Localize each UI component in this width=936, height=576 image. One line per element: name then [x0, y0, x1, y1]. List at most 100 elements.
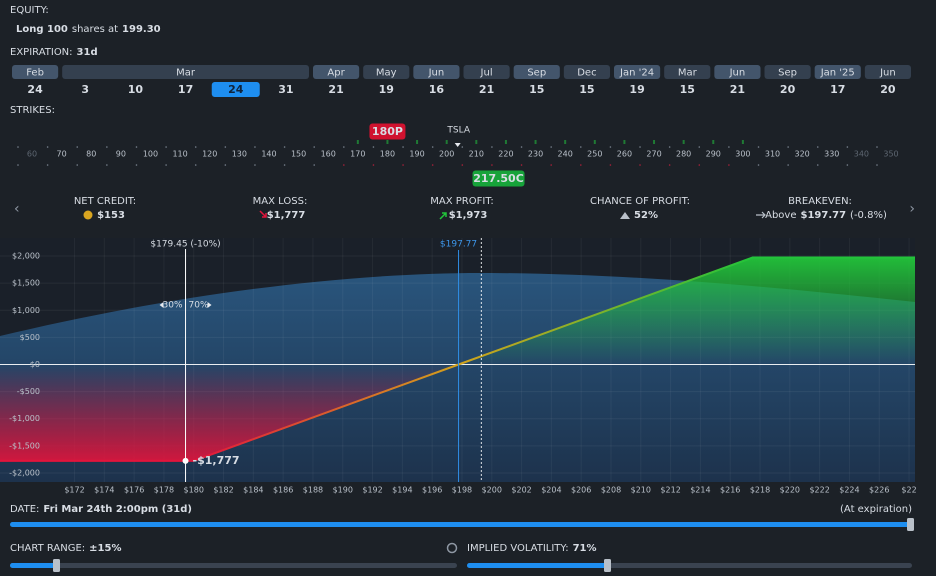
month-tab[interactable] — [12, 65, 59, 79]
chart-range-fill[interactable] — [10, 563, 56, 568]
month-tab[interactable] — [363, 65, 410, 79]
leg-label: 180P — [372, 125, 403, 138]
month-tab[interactable] — [463, 65, 510, 79]
month-label: Apr — [327, 68, 345, 79]
strike-dot — [224, 146, 227, 148]
next-arrow[interactable]: › — [909, 201, 915, 217]
expiration-date: 16 — [429, 83, 445, 96]
month-tab[interactable] — [764, 65, 811, 79]
month-tab[interactable] — [664, 65, 711, 79]
month-tab[interactable] — [864, 65, 911, 79]
y-tick-label: -$1,500 — [9, 441, 40, 450]
strike-dot — [876, 146, 878, 148]
chart-range-track[interactable] — [10, 563, 457, 568]
expiration-date: 15 — [680, 83, 695, 96]
month-label: Mar — [678, 68, 698, 79]
metric-label: NET CREDIT: — [74, 196, 136, 207]
date-track[interactable] — [10, 522, 912, 527]
iv-knob[interactable] — [604, 559, 611, 572]
expiration-date: 17 — [830, 83, 845, 96]
month-tab[interactable] — [714, 65, 761, 79]
x-tick-label: $220 — [780, 486, 800, 495]
strike-label: 110 — [172, 150, 187, 159]
month-label: Jan '24 — [619, 68, 654, 79]
metric-label: MAX PROFIT: — [430, 196, 493, 207]
expiration-date: 19 — [379, 83, 394, 96]
x-tick-label: $224 — [839, 486, 859, 495]
strike-dot — [609, 164, 612, 166]
strike-dot — [550, 164, 552, 166]
x-tick-label: $196 — [422, 486, 442, 495]
strike-dot — [639, 146, 641, 148]
expiration-date: 3 — [81, 83, 89, 96]
x-tick-label: $198 — [452, 486, 472, 495]
month-label: Feb — [26, 68, 44, 79]
leg-badge[interactable] — [369, 123, 406, 140]
strike-dot — [402, 164, 404, 166]
strike-label: 320 — [794, 150, 809, 159]
strike-dot — [17, 164, 19, 166]
icon-breakeven — [756, 211, 766, 219]
x-tick-label: $208 — [601, 486, 621, 495]
strike-dot — [283, 146, 286, 148]
strike-dot — [17, 146, 19, 148]
metric-label: MAX LOSS: — [253, 196, 308, 207]
x-tick-label: $172 — [64, 486, 84, 495]
volume-bar — [356, 140, 359, 144]
strike-dot — [431, 146, 434, 148]
strike-dot — [668, 164, 671, 166]
strike-label: 300 — [735, 150, 750, 159]
payoff-point — [182, 457, 189, 464]
underlying-name: TSLA — [446, 126, 470, 136]
equity-price: 199.30 — [122, 24, 161, 35]
month-tab[interactable] — [413, 65, 460, 79]
strike-dot — [520, 146, 523, 148]
month-tab[interactable] — [313, 65, 360, 79]
strike-label: 280 — [676, 150, 691, 159]
month-tab[interactable] — [62, 65, 309, 79]
month-tab[interactable] — [614, 65, 661, 79]
month-tab[interactable] — [814, 65, 861, 79]
volume-bar — [623, 140, 626, 144]
iv-label: IMPLIED VOLATILITY: 71% — [467, 543, 597, 554]
strike-dot — [757, 164, 760, 166]
strike-label: 90 — [116, 150, 126, 159]
strike-dot — [491, 146, 493, 148]
iv-value: 71% — [573, 543, 597, 554]
selected-date[interactable] — [211, 82, 260, 97]
strike-dot — [313, 146, 316, 148]
volume-bar — [504, 140, 507, 144]
expiration-title: EXPIRATION: — [10, 47, 73, 58]
icon-loss — [259, 210, 267, 218]
month-label: Jun — [428, 68, 445, 79]
strike-label: 180 — [380, 150, 395, 159]
leg-badge[interactable] — [472, 170, 525, 187]
prev-arrow[interactable]: ‹ — [14, 201, 20, 217]
volume-bar — [416, 140, 419, 144]
date-title: DATE: — [10, 504, 39, 515]
strike-dot — [402, 146, 404, 148]
strike-dot — [461, 146, 464, 148]
plot — [0, 238, 915, 482]
x-tick-label: $190 — [333, 486, 353, 495]
iv-fill[interactable] — [467, 563, 608, 568]
payoff-point-label: -$1,777 — [193, 454, 240, 467]
chart-range-knob[interactable] — [53, 559, 60, 572]
month-tab[interactable] — [563, 65, 610, 79]
strike-dot — [194, 164, 197, 166]
x-tick-label: $204 — [541, 486, 561, 495]
leg-label: 217.50C — [473, 172, 524, 185]
x-tick-label: $188 — [303, 486, 323, 495]
month-tab[interactable] — [513, 65, 560, 79]
strike-dot — [46, 146, 49, 148]
date-knob[interactable] — [907, 518, 914, 531]
strike-dot — [728, 146, 730, 148]
strike-dot — [106, 146, 108, 148]
expiration-date: 24 — [228, 83, 244, 96]
chart-range-title: CHART RANGE: — [10, 543, 85, 554]
expiration-date: 17 — [178, 83, 193, 96]
strike-dot — [698, 146, 701, 148]
x-tick-label: $212 — [660, 486, 680, 495]
strike-label: 170 — [350, 150, 365, 159]
chart-range-value: ±15% — [89, 543, 121, 554]
